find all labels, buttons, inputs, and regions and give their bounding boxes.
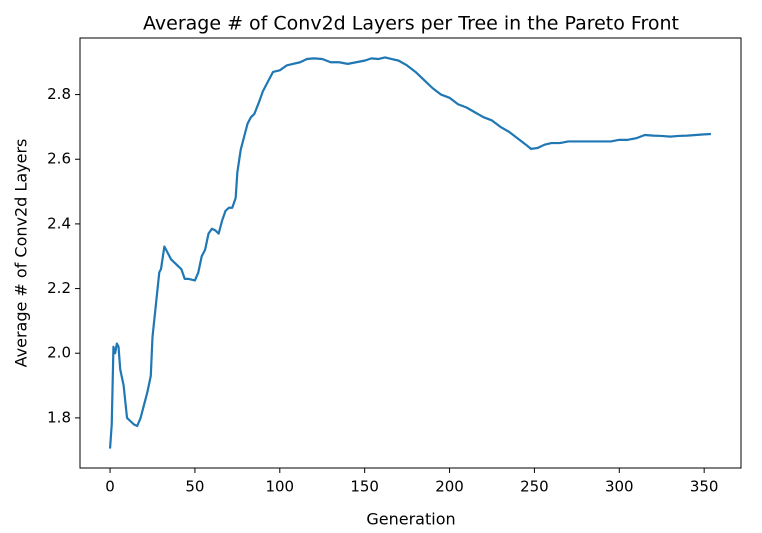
y-axis-label: Average # of Conv2d Layers xyxy=(12,139,31,368)
x-tick-label: 250 xyxy=(520,478,549,496)
x-tick-label: 100 xyxy=(265,478,294,496)
x-tick-label: 300 xyxy=(605,478,634,496)
x-tick-label: 150 xyxy=(350,478,379,496)
y-tick-label: 1.8 xyxy=(47,408,71,426)
x-tick-label: 350 xyxy=(690,478,719,496)
x-axis-label: Generation xyxy=(366,510,455,529)
x-tick-label: 0 xyxy=(105,478,115,496)
y-tick-label: 2.2 xyxy=(47,279,71,297)
y-tick-label: 2.8 xyxy=(47,85,71,103)
y-tick-label: 2.0 xyxy=(47,344,71,362)
plot-frame xyxy=(79,37,742,469)
data-line xyxy=(108,56,712,449)
y-tick-label: 2.6 xyxy=(47,150,71,168)
x-tick-label: 200 xyxy=(435,478,464,496)
chart-title: Average # of Conv2d Layers per Tree in t… xyxy=(143,13,679,35)
x-tick-label: 50 xyxy=(185,478,204,496)
y-tick-label: 2.4 xyxy=(47,214,71,232)
